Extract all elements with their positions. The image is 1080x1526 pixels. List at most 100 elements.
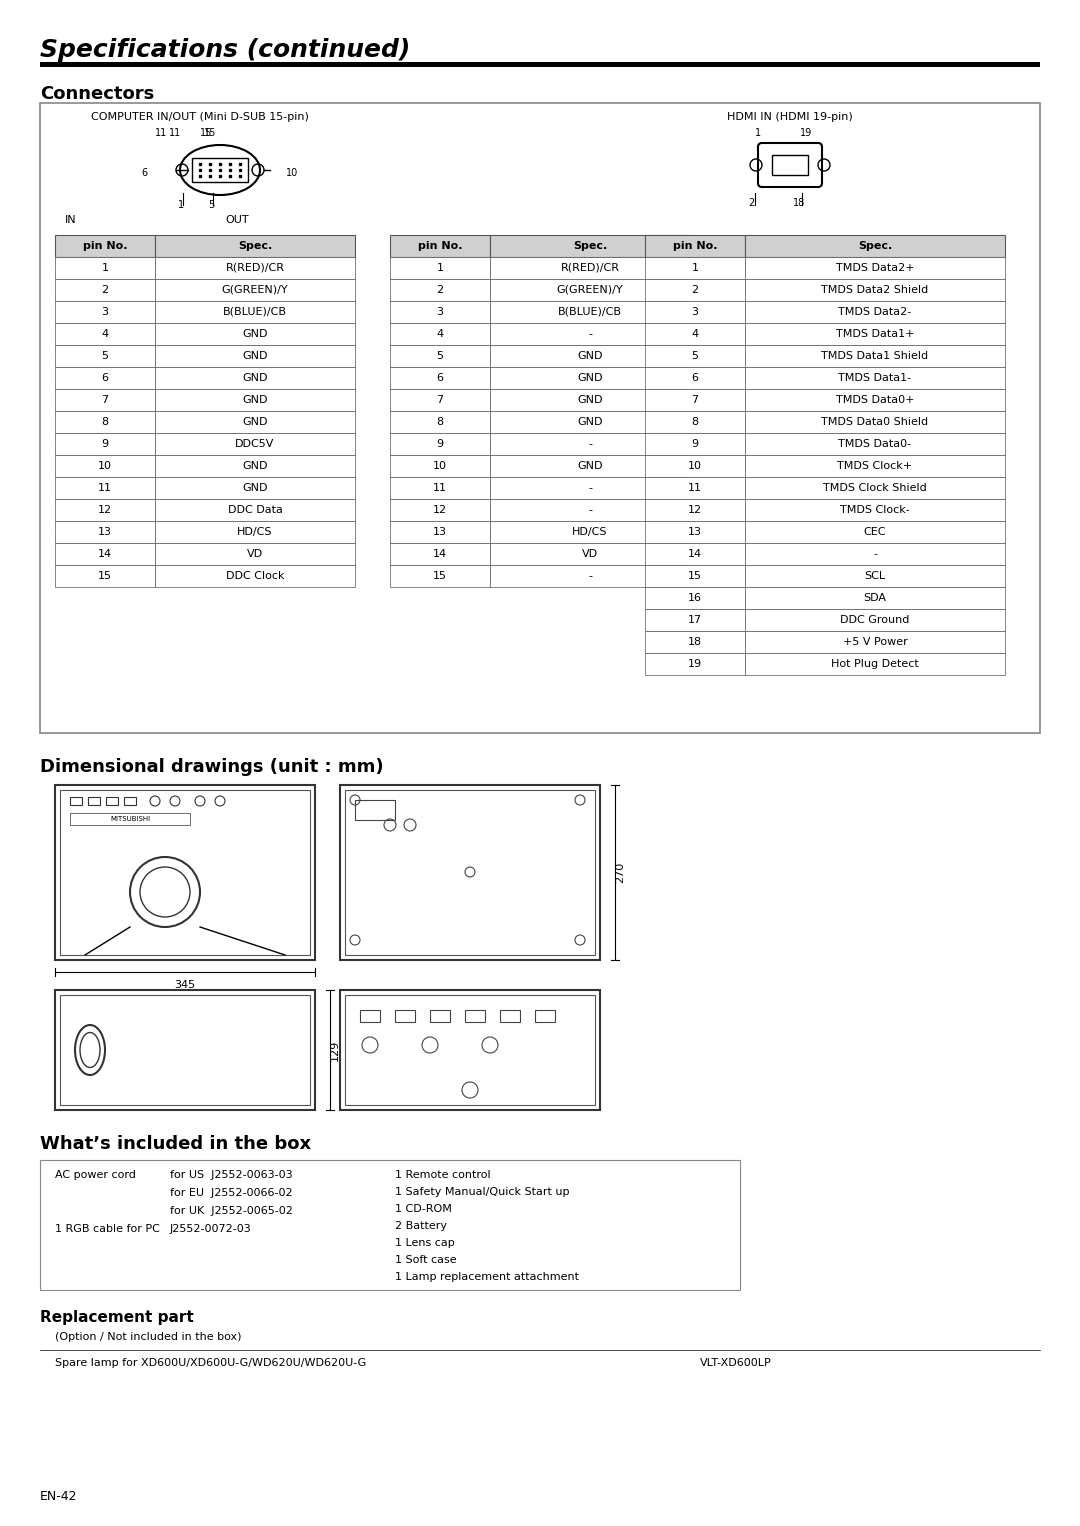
Text: 17: 17	[688, 615, 702, 626]
Text: SCL: SCL	[864, 571, 886, 581]
Text: 15: 15	[200, 128, 213, 137]
Text: CEC: CEC	[864, 526, 887, 537]
Text: VD: VD	[247, 549, 264, 559]
Text: HD/CS: HD/CS	[572, 526, 608, 537]
Text: VD: VD	[582, 549, 598, 559]
Text: TMDS Data1+: TMDS Data1+	[836, 330, 915, 339]
Text: EN-42: EN-42	[40, 1489, 78, 1503]
Bar	[745, 455, 1005, 478]
Text: 129: 129	[330, 1039, 340, 1061]
Bar	[156, 256, 355, 279]
Text: 1: 1	[436, 262, 444, 273]
Text: -: -	[588, 330, 592, 339]
Text: DDC Ground: DDC Ground	[840, 615, 909, 626]
Bar	[645, 256, 745, 279]
Text: TMDS Data0+: TMDS Data0+	[836, 395, 915, 404]
Bar	[156, 235, 355, 256]
Text: 3: 3	[691, 307, 699, 317]
Bar	[645, 389, 745, 410]
Bar	[490, 520, 690, 543]
Text: 12: 12	[98, 505, 112, 514]
Bar	[390, 499, 490, 520]
Bar	[645, 345, 745, 366]
Text: 5: 5	[436, 351, 444, 362]
Text: TMDS Data0 Shield: TMDS Data0 Shield	[822, 417, 929, 427]
Bar	[645, 366, 745, 389]
Text: GND: GND	[242, 372, 268, 383]
Text: 15: 15	[433, 571, 447, 581]
Text: 1: 1	[755, 128, 761, 137]
Text: IN: IN	[65, 215, 77, 224]
Text: 5: 5	[208, 200, 214, 211]
Text: pin No.: pin No.	[673, 241, 717, 250]
Bar	[55, 410, 156, 433]
Text: TMDS Clock+: TMDS Clock+	[837, 461, 913, 472]
Text: GND: GND	[242, 395, 268, 404]
Text: 15: 15	[204, 128, 216, 137]
Text: 4: 4	[436, 330, 444, 339]
Text: 1 Safety Manual/Quick Start up: 1 Safety Manual/Quick Start up	[395, 1187, 569, 1196]
Text: 1 Lens cap: 1 Lens cap	[395, 1238, 455, 1248]
Bar	[745, 520, 1005, 543]
Text: Spec.: Spec.	[238, 241, 272, 250]
Text: 7: 7	[102, 395, 109, 404]
Text: 11: 11	[156, 128, 167, 137]
Bar	[645, 279, 745, 301]
Bar	[390, 520, 490, 543]
Text: -: -	[588, 484, 592, 493]
Bar	[55, 543, 156, 565]
Text: 5: 5	[102, 351, 108, 362]
Bar	[340, 784, 600, 960]
Bar	[156, 301, 355, 324]
Text: Spec.: Spec.	[572, 241, 607, 250]
Bar	[55, 345, 156, 366]
Bar	[55, 366, 156, 389]
Bar	[645, 653, 745, 674]
Text: HD/CS: HD/CS	[238, 526, 273, 537]
Text: COMPUTER IN/OUT (Mini D-SUB 15-pin): COMPUTER IN/OUT (Mini D-SUB 15-pin)	[91, 111, 309, 122]
Bar	[500, 1010, 519, 1022]
Bar	[55, 990, 315, 1109]
Text: for UK  J2552-0065-02: for UK J2552-0065-02	[170, 1206, 293, 1216]
Bar	[55, 235, 156, 256]
Text: 1 RGB cable for PC: 1 RGB cable for PC	[55, 1224, 160, 1235]
Text: 5: 5	[691, 351, 699, 362]
Text: 18: 18	[793, 198, 806, 208]
Text: 11: 11	[433, 484, 447, 493]
Text: 3: 3	[102, 307, 108, 317]
Text: 6: 6	[141, 168, 148, 179]
Text: pin No.: pin No.	[418, 241, 462, 250]
Bar	[390, 389, 490, 410]
Text: 13: 13	[433, 526, 447, 537]
Bar	[156, 279, 355, 301]
Bar	[156, 345, 355, 366]
Text: -: -	[588, 505, 592, 514]
Bar	[745, 324, 1005, 345]
Text: TMDS Data2+: TMDS Data2+	[836, 262, 915, 273]
Bar	[60, 995, 310, 1105]
Text: G(GREEN)/Y: G(GREEN)/Y	[221, 285, 288, 295]
Text: GND: GND	[577, 417, 603, 427]
Text: 14: 14	[433, 549, 447, 559]
Bar	[645, 455, 745, 478]
Text: R(RED)/CR: R(RED)/CR	[226, 262, 284, 273]
Bar	[490, 345, 690, 366]
Bar	[55, 433, 156, 455]
Text: 1: 1	[178, 200, 184, 211]
Bar	[745, 543, 1005, 565]
Bar	[156, 565, 355, 588]
Text: 8: 8	[102, 417, 109, 427]
Text: TMDS Clock-: TMDS Clock-	[840, 505, 909, 514]
Text: Spare lamp for XD600U/XD600U-G/WD620U/WD620U-G: Spare lamp for XD600U/XD600U-G/WD620U/WD…	[55, 1358, 366, 1367]
Text: -: -	[588, 571, 592, 581]
Bar	[490, 256, 690, 279]
Text: 9: 9	[691, 439, 699, 449]
Text: TMDS Data1-: TMDS Data1-	[838, 372, 912, 383]
Bar	[390, 543, 490, 565]
Text: 19: 19	[800, 128, 812, 137]
Text: Replacement part: Replacement part	[40, 1309, 193, 1325]
Text: 4: 4	[102, 330, 109, 339]
Text: 1 Soft case: 1 Soft case	[395, 1254, 457, 1265]
Text: 1: 1	[102, 262, 108, 273]
Bar	[156, 366, 355, 389]
